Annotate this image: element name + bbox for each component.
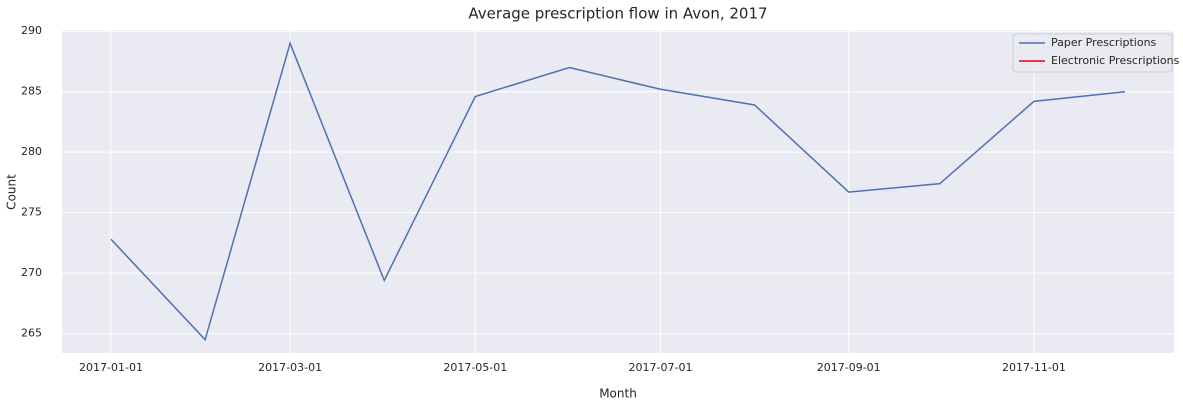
lines xyxy=(110,40,1126,342)
legend: Paper Prescriptions Electronic Prescripti… xyxy=(1012,33,1180,73)
y-tick-label: 285 xyxy=(21,85,42,98)
chart-title: Average prescription flow in Avon, 2017 xyxy=(468,5,767,23)
x-axis-label: Month xyxy=(599,387,637,401)
legend-label: Electronic Prescriptions xyxy=(1051,54,1180,67)
x-tick-label: 2017-05-01 xyxy=(443,361,507,374)
y-tick-label: 290 xyxy=(21,24,42,37)
x-tick-label: 2017-01-01 xyxy=(79,361,143,374)
x-tick-label: 2017-03-01 xyxy=(258,361,322,374)
x-tick-label: 2017-07-01 xyxy=(629,361,693,374)
y-tick-label: 280 xyxy=(21,145,42,158)
x-tick-label: 2017-11-01 xyxy=(1002,361,1066,374)
y-axis-label: Count xyxy=(5,174,19,210)
legend-box xyxy=(1012,33,1173,73)
y-tick-label: 275 xyxy=(21,206,42,219)
data-line xyxy=(110,40,1126,342)
legend-label: Paper Prescriptions xyxy=(1051,36,1157,49)
y-tick-label: 265 xyxy=(21,327,42,340)
y-tick-label: 270 xyxy=(21,266,42,279)
x-tick-label: 2017-09-01 xyxy=(817,361,881,374)
